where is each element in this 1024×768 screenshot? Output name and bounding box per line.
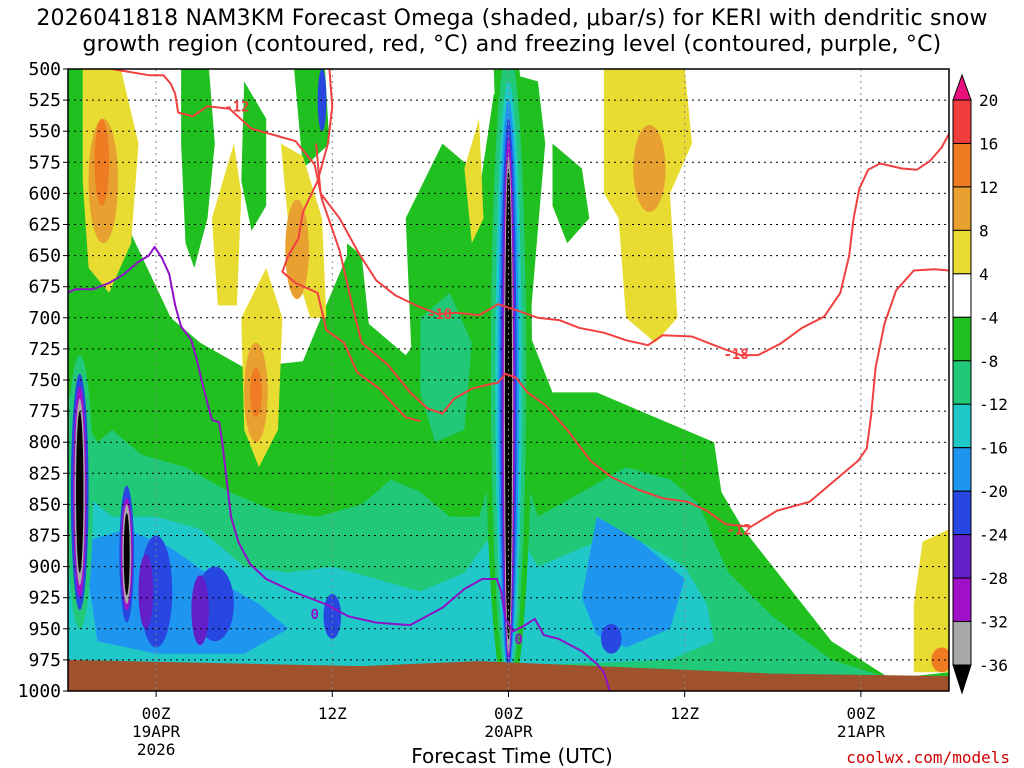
credit-text: coolwx.com/models [846,748,1010,767]
contour-dgz_minus18 [315,133,949,357]
omega-region-lblue-lower [82,529,289,654]
contour-label: -12 [726,522,751,538]
colorbar-bin [952,447,972,492]
omega-positive-orange-7 [931,647,949,673]
contour-freezing_0C [68,245,611,691]
updraft-col-c-black [504,168,513,642]
y-tick-label: 725 [28,339,61,360]
colorbar-label: 12 [979,178,998,197]
y-tick-label: 575 [28,152,61,173]
colorbar-label: -20 [979,482,1008,501]
omega-plume-green-5 [347,243,384,480]
colorbar-triangle-bottom [952,664,972,695]
omega-plume-green-2 [181,69,215,268]
chart-title-line1: 2026041818 NAM3KM Forecast Omega (shaded… [36,6,988,31]
colorbar-label: -32 [979,613,1008,632]
chart-title-line2: growth region (contoured, red, °C) and f… [82,32,942,57]
y-tick-label: 825 [28,463,61,484]
y-tick-label: 550 [28,121,61,142]
x-axis-label: Forecast Time (UTC) [411,744,613,768]
colorbar-bin [952,99,972,144]
colorbar-bin [952,621,972,666]
contour-label: -18 [723,347,748,363]
x-tick-label: 00Z [846,704,875,723]
omega-blob-indigo-a [138,554,154,629]
y-tick-label: 800 [28,432,61,453]
colorbar-label: 4 [979,265,989,284]
x-tick-date: 21APR [837,722,886,741]
contour-label: 0 [310,607,318,623]
colorbar-label: -28 [979,569,1008,588]
colorbar-bin [952,186,972,231]
colorbar-bin [952,316,972,362]
colorbar-label: 16 [979,134,998,153]
y-tick-label: 775 [28,401,61,422]
colorbar-label: -24 [979,526,1008,545]
colorbar-bin [952,273,972,318]
colorbar-label: -16 [979,439,1008,458]
colorbar-bin [952,142,972,188]
x-tick-year: 2026 [137,740,176,759]
x-tick-label: 12Z [318,704,347,723]
colorbar-label: -12 [979,395,1008,414]
y-tick-label: 1000 [18,681,61,702]
contour-label: 0 [515,632,523,648]
colorbar-label: -8 [979,352,998,371]
y-tick-label: 500 [28,59,61,80]
colorbar-label: -36 [979,656,1008,675]
y-tick-label: 600 [28,183,61,204]
omega-positive-orange-6 [250,367,262,418]
updraft-col-a-black [76,411,84,573]
omega-positive-yellow-2 [211,143,242,306]
y-tick-label: 750 [28,370,61,391]
contour-dgz_minus12_upper [111,69,949,528]
y-tick-label: 675 [28,277,61,298]
omega-shading: -12 -18 -18 -12 0 0 [68,69,949,691]
omega-positive-orange-3 [633,124,666,213]
omega-plume-teal-1 [420,292,472,443]
colorbar-bin [952,534,972,579]
x-tick-label: 12Z [670,704,699,723]
omega-blob-blue-d [601,623,622,654]
contour-dgz_minus12_lower [281,69,421,423]
y-tick-label: 625 [28,215,61,236]
omega-plume-green-3 [241,81,267,231]
colorbar-triangle-top [952,73,972,101]
y-tick-label: 525 [28,90,61,111]
contour-label: -18 [427,307,452,323]
omega-blob-blue-plume [317,69,327,132]
colorbar-label: -4 [979,308,998,327]
colorbar-bin [952,229,972,275]
y-tick-label: 925 [28,588,61,609]
y-tick-label: 950 [28,619,61,640]
omega-region-lblue-mid [581,516,685,648]
contour-label: -12 [224,99,249,115]
updraft-col-b-black [123,513,130,596]
y-tick-label: 900 [28,557,61,578]
x-tick-label: 00Z [494,704,523,723]
colorbar-bin [952,490,972,536]
colorbar-label: 8 [979,221,989,240]
y-tick-label: 875 [28,526,61,547]
x-tick-date: 20APR [484,722,533,741]
colorbar-label: 20 [979,91,998,110]
colorbar-bin [952,360,972,405]
y-tick-label: 850 [28,494,61,515]
colorbar-bin [952,403,972,449]
x-tick-label: 00Z [142,704,171,723]
colorbar-bin [952,577,972,623]
omega-positive-yellow-7 [913,529,949,673]
omega-positive-orange-2 [94,118,110,206]
omega-positive-yellow-6 [464,118,484,244]
omega-plume-green-8 [552,143,590,244]
y-tick-label: 975 [28,650,61,671]
omega-blob-indigo-b [191,575,209,645]
y-tick-label: 650 [28,246,61,267]
x-tick-date: 19APR [132,722,181,741]
y-tick-label: 700 [28,308,61,329]
